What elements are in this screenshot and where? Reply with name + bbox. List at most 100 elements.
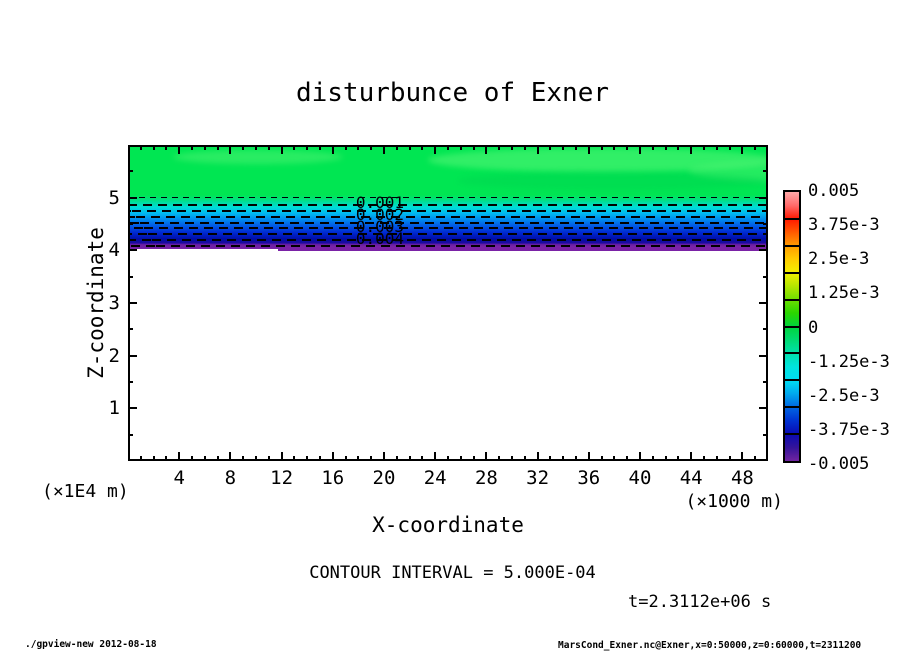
colorbar-divider [785, 406, 799, 409]
x-tick [587, 452, 590, 461]
x-tick [536, 452, 539, 461]
plot-title: disturbunce of Exner [295, 78, 610, 108]
y-tick [759, 249, 768, 252]
x-tick [306, 145, 309, 150]
colorbar-divider [785, 217, 799, 220]
x-tick [421, 145, 424, 150]
x-tick [306, 456, 309, 461]
x-tick [293, 456, 296, 461]
contour-line-dashed [128, 227, 768, 230]
x-tick [639, 452, 641, 461]
colorbar-tick-label: -2.5e-3 [808, 385, 880, 406]
contour-line-dashed [128, 209, 768, 212]
y-tick-label: 4 [108, 239, 120, 262]
x-tick [383, 452, 385, 461]
x-tick [613, 456, 616, 461]
contour-value-label: 0.001 [355, 193, 404, 213]
x-tick [139, 145, 142, 150]
x-tick-label: 20 [372, 467, 396, 489]
y-tick [128, 223, 133, 225]
x-tick [152, 456, 155, 461]
y-tick [128, 170, 133, 173]
colorbar-tick-label: 1.25e-3 [808, 283, 880, 304]
x-tick [626, 456, 629, 461]
colorbar-divider [785, 298, 799, 301]
x-tick [178, 452, 181, 461]
colorbar-tick-label: 0.005 [808, 181, 860, 201]
x-tick [536, 145, 539, 154]
x-tick [575, 145, 577, 150]
x-tick [191, 456, 193, 461]
contour-line-dashed [128, 233, 768, 236]
y-tick [128, 354, 137, 357]
x-tick [600, 456, 603, 461]
x-tick [383, 145, 385, 154]
contour-line-dashed [128, 245, 768, 248]
x-tick [216, 145, 219, 150]
y-tick [128, 328, 133, 331]
y-tick [128, 249, 137, 252]
x-tick [600, 145, 603, 150]
x-tick [165, 456, 168, 461]
contour-line-dashed [128, 221, 768, 224]
footer-command-date: ./gpview-new 2012-08-18 [25, 639, 157, 650]
colorbar-tick-label: 2.5e-3 [808, 249, 870, 270]
colorbar-divider [785, 379, 799, 382]
x-tick [523, 456, 526, 461]
x-tick [331, 145, 334, 154]
x-tick [754, 145, 757, 150]
y-tick-label: 1 [108, 397, 120, 420]
x-tick [703, 456, 705, 461]
x-tick [587, 145, 590, 154]
y-tick [759, 354, 768, 357]
x-tick [549, 145, 552, 150]
x-tick [242, 456, 245, 461]
colorbar [783, 190, 801, 463]
colorbar-divider [785, 325, 799, 328]
x-tick [728, 145, 731, 150]
x-tick [703, 145, 705, 150]
x-tick-label: 48 [730, 467, 754, 489]
x-tick-label: 40 [628, 467, 652, 489]
contour-line-dashed [128, 215, 768, 218]
purple-band-extension [277, 246, 768, 251]
x-tick-label: 8 [224, 467, 237, 489]
x-tick [344, 456, 347, 461]
x-tick [523, 145, 526, 150]
colorbar-tick-label: 3.75e-3 [808, 215, 880, 236]
colorbar-tick-label: -1.25e-3 [808, 351, 890, 372]
x-tick [229, 452, 232, 461]
colorbar-tick-label: 0 [808, 317, 819, 338]
x-tick [498, 145, 501, 150]
x-tick [255, 456, 257, 461]
x-tick [498, 456, 501, 461]
x-tick-label: 44 [679, 467, 703, 489]
x-tick [395, 456, 398, 461]
x-tick [319, 145, 321, 150]
x-tick [280, 452, 283, 461]
x-tick [408, 145, 411, 150]
y-axis-unit: (×1E4 m) [42, 481, 129, 502]
y-tick-label: 2 [108, 344, 120, 367]
x-tick [626, 145, 629, 150]
x-tick-label: 16 [321, 467, 345, 489]
y-tick [763, 381, 768, 383]
x-axis-title: X-coordinate [372, 513, 524, 537]
x-tick-label: 12 [270, 467, 294, 489]
contour-interval-text: CONTOUR INTERVAL = 5.000E-04 [309, 563, 596, 583]
x-tick [511, 456, 513, 461]
green-shade-patch [173, 150, 343, 164]
x-tick [229, 145, 232, 154]
y-tick [128, 381, 133, 383]
x-tick [421, 456, 424, 461]
x-tick [651, 145, 654, 150]
x-tick [191, 145, 193, 150]
x-tick [267, 456, 270, 461]
x-tick [242, 145, 245, 150]
x-tick-label: 24 [423, 467, 447, 489]
colorbar-divider [785, 244, 799, 247]
x-tick-label: 32 [526, 467, 550, 489]
colorbar-tick-label: -3.75e-3 [808, 419, 890, 440]
x-tick [408, 456, 411, 461]
